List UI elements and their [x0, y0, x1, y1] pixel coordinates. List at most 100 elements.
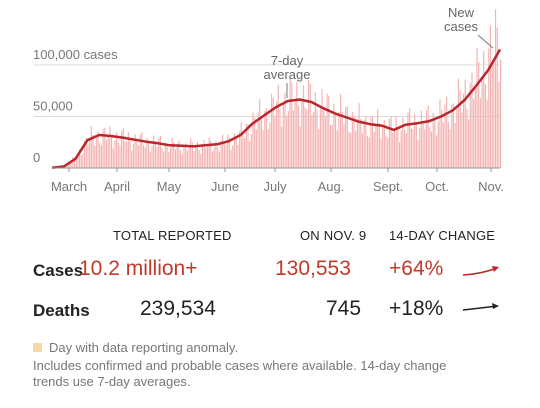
case-bar [185, 143, 187, 168]
axis-ticks: March April May June July Aug. Sept. Oct. Nov. [51, 168, 504, 194]
case-bar [174, 149, 177, 168]
case-bar [260, 118, 263, 168]
case-bar [274, 116, 276, 168]
case-bar [447, 121, 449, 168]
case-bar [129, 138, 131, 168]
case-bar [99, 142, 101, 168]
case-bar [215, 140, 217, 168]
daily-case-bars [52, 9, 502, 169]
x-tick-label: June [211, 179, 239, 194]
case-bar [142, 144, 145, 168]
case-bar [245, 123, 247, 168]
case-bar [227, 134, 229, 168]
case-bar [390, 116, 392, 168]
case-bar [404, 129, 406, 168]
x-tick-label: Oct. [425, 179, 449, 194]
case-bar [267, 129, 269, 168]
case-bar [233, 133, 236, 168]
case-bar [249, 140, 251, 168]
anomaly-swatch [33, 343, 42, 352]
deaths-trend-arrow-icon [462, 303, 499, 311]
case-bar [289, 78, 291, 168]
case-bar [358, 103, 360, 168]
case-bar [479, 98, 481, 168]
case-bar [70, 161, 72, 168]
case-bar [250, 134, 252, 168]
case-bar [220, 140, 222, 168]
case-bar [368, 137, 370, 168]
case-bar [110, 135, 113, 168]
case-bar [85, 137, 87, 168]
deaths-total: 239,534 [140, 297, 216, 320]
y-tick-label: 100,000 cases [33, 47, 118, 62]
case-bar [272, 97, 274, 168]
case-bar [494, 9, 497, 169]
case-bar [97, 130, 99, 168]
case-bar [498, 82, 500, 168]
cases-total: 10.2 million+ [79, 257, 198, 280]
case-bar [75, 159, 77, 168]
x-tick-label: April [104, 179, 130, 194]
case-bar [436, 135, 438, 168]
case-bar [208, 137, 210, 168]
case-bar [112, 148, 114, 168]
case-bar [168, 151, 170, 168]
case-bar [489, 25, 492, 168]
case-bar [385, 135, 387, 168]
case-bar [299, 126, 301, 168]
case-bar [178, 140, 180, 168]
x-tick-label: July [263, 179, 287, 194]
case-bar [242, 133, 244, 168]
case-bar [471, 72, 473, 168]
case-bar [126, 141, 128, 168]
case-bar [270, 93, 273, 168]
y-tick-label: 0 [33, 150, 40, 165]
case-bar [397, 126, 399, 168]
case-bar [355, 131, 357, 168]
case-bar [331, 124, 333, 168]
case-bar [217, 147, 219, 168]
case-bar [186, 150, 188, 168]
case-bar [116, 132, 118, 168]
case-bar [137, 145, 140, 168]
case-bar [190, 138, 192, 168]
case-bar [388, 118, 391, 168]
case-bar [95, 136, 97, 168]
case-bar [306, 109, 308, 168]
case-bar [213, 147, 215, 168]
case-bar [454, 122, 456, 168]
case-bar [434, 117, 436, 168]
case-bar [151, 145, 153, 168]
case-bar [191, 142, 193, 168]
case-bar [425, 110, 428, 168]
case-bar [444, 104, 446, 168]
case-bar [203, 139, 205, 168]
case-bar [235, 138, 237, 168]
header-change: 14-DAY CHANGE [389, 228, 496, 243]
case-bar [383, 120, 385, 168]
case-bar [488, 48, 490, 168]
case-bar [212, 151, 214, 168]
case-bar [336, 130, 338, 168]
case-bar [169, 147, 172, 168]
case-bar [257, 112, 259, 168]
case-bar [326, 93, 328, 168]
case-bar [459, 90, 461, 168]
case-bar [78, 149, 81, 168]
case-bar [341, 111, 343, 168]
case-bar [119, 145, 121, 168]
case-bar [139, 134, 141, 168]
case-bar [483, 51, 485, 169]
case-bar [402, 117, 404, 168]
case-bar [269, 122, 271, 168]
case-bar [373, 131, 375, 168]
case-bar [206, 146, 209, 168]
case-bar [287, 111, 289, 168]
case-bar [176, 143, 178, 168]
case-bar [476, 47, 478, 169]
case-bar [159, 135, 161, 168]
x-tick-label: May [157, 179, 182, 194]
annotation-text: average [264, 67, 311, 82]
case-bar [302, 85, 305, 168]
